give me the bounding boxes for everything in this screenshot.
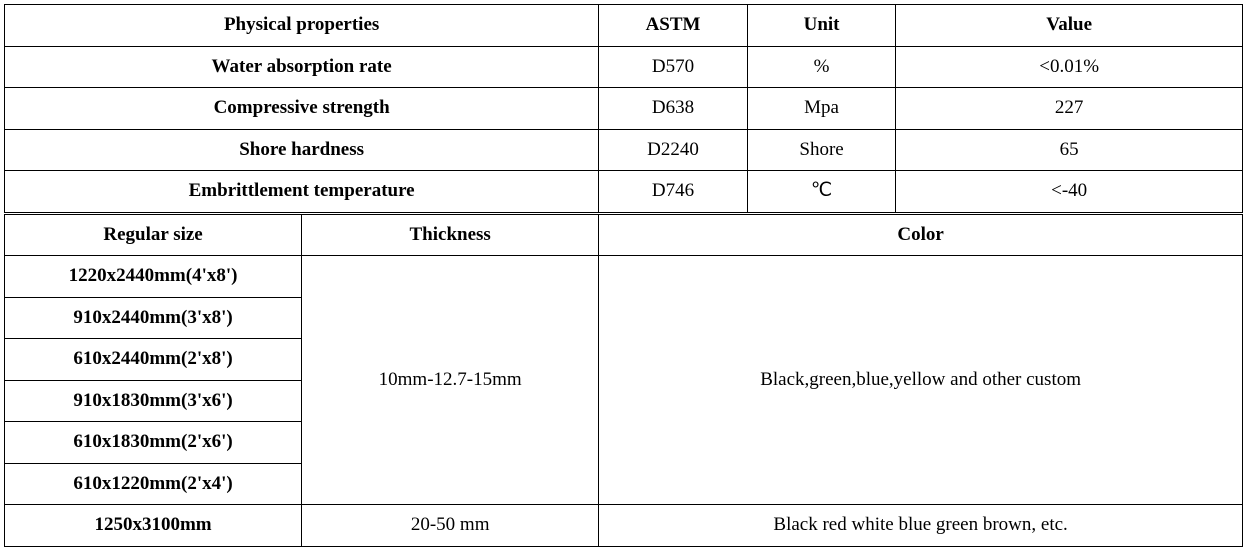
cell-astm: D638 <box>599 88 748 130</box>
table-row: 1220x2440mm(4'x8') 10mm-12.7-15mm Black,… <box>5 256 1243 298</box>
cell-property: Compressive strength <box>5 88 599 130</box>
table-header-row: Physical properties ASTM Unit Value <box>5 5 1243 47</box>
cell-size: 910x1830mm(3'x6') <box>5 380 302 422</box>
header-physical-properties: Physical properties <box>5 5 599 47</box>
cell-color: Black,green,blue,yellow and other custom <box>599 256 1243 505</box>
header-regular-size: Regular size <box>5 214 302 256</box>
cell-unit: Mpa <box>747 88 896 130</box>
cell-thickness: 20-50 mm <box>302 505 599 547</box>
table-row: Compressive strength D638 Mpa 227 <box>5 88 1243 130</box>
table-row: 1250x3100mm 20-50 mm Black red white blu… <box>5 505 1243 547</box>
cell-size: 1220x2440mm(4'x8') <box>5 256 302 298</box>
cell-astm: D2240 <box>599 129 748 171</box>
header-astm: ASTM <box>599 5 748 47</box>
header-thickness: Thickness <box>302 214 599 256</box>
table-row: Shore hardness D2240 Shore 65 <box>5 129 1243 171</box>
table-row: Water absorption rate D570 % <0.01% <box>5 46 1243 88</box>
cell-size: 610x1220mm(2'x4') <box>5 463 302 505</box>
table-row: Embrittlement temperature D746 ℃ <-40 <box>5 171 1243 213</box>
header-value: Value <box>896 5 1243 47</box>
cell-astm: D746 <box>599 171 748 213</box>
cell-size: 610x1830mm(2'x6') <box>5 422 302 464</box>
cell-property: Water absorption rate <box>5 46 599 88</box>
cell-size: 1250x3100mm <box>5 505 302 547</box>
cell-value: <0.01% <box>896 46 1243 88</box>
cell-value: 65 <box>896 129 1243 171</box>
header-color: Color <box>599 214 1243 256</box>
cell-property: Embrittlement temperature <box>5 171 599 213</box>
cell-astm: D570 <box>599 46 748 88</box>
cell-size: 610x2440mm(2'x8') <box>5 339 302 381</box>
cell-property: Shore hardness <box>5 129 599 171</box>
sizes-table: Regular size Thickness Color 1220x2440mm… <box>4 214 1243 547</box>
header-unit: Unit <box>747 5 896 47</box>
cell-value: <-40 <box>896 171 1243 213</box>
cell-unit: ℃ <box>747 171 896 213</box>
cell-unit: % <box>747 46 896 88</box>
cell-size: 910x2440mm(3'x8') <box>5 297 302 339</box>
cell-unit: Shore <box>747 129 896 171</box>
cell-value: 227 <box>896 88 1243 130</box>
physical-properties-table: Physical properties ASTM Unit Value Wate… <box>4 4 1243 213</box>
cell-color: Black red white blue green brown, etc. <box>599 505 1243 547</box>
cell-thickness: 10mm-12.7-15mm <box>302 256 599 505</box>
table-header-row: Regular size Thickness Color <box>5 214 1243 256</box>
